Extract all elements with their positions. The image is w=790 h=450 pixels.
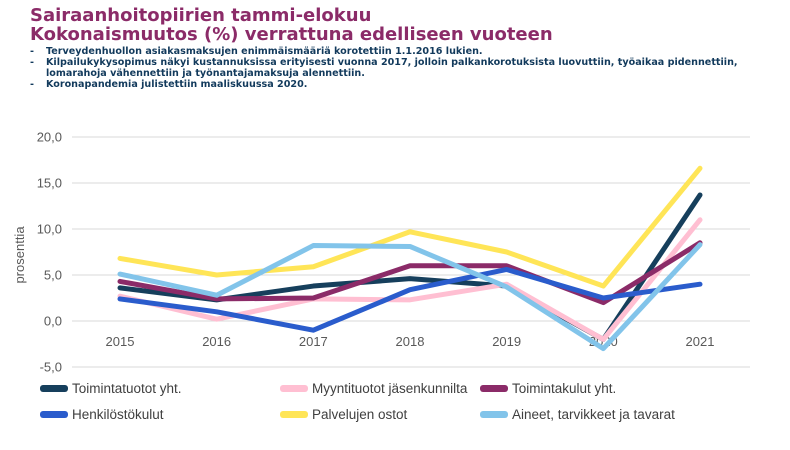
x-tick-label: 2021 [686, 334, 715, 349]
series-line-5 [117, 242, 703, 352]
legend-item: Palvelujen ostot [280, 404, 407, 424]
note-text: Terveydenhuollon asiakasmaksujen enimmäi… [46, 46, 483, 57]
x-tick-label: 2016 [202, 334, 231, 349]
legend-label: Palvelujen ostot [312, 406, 408, 422]
note-text: Koronapandemia julistettiin maaliskuussa… [46, 79, 308, 90]
y-tick-label: 15,0 [37, 176, 62, 191]
legend-item: Myyntituotot jäsenkunnilta [280, 378, 467, 398]
chart-gridlines [72, 136, 750, 368]
chart-note: - Terveydenhuollon asiakasmaksujen enimmä… [30, 46, 780, 57]
x-tick-label: 2019 [492, 334, 521, 349]
note-text: Kilpailukykysopimus näkyi kustannuksissa… [46, 57, 738, 79]
legend-item: Toimintatuotot yht. [40, 378, 182, 398]
note-bullet: - [30, 79, 34, 90]
y-tick-label: 0,0 [44, 314, 62, 329]
chart-note: - Koronapandemia julistettiin maaliskuuss… [30, 79, 780, 90]
chart-notes: - Terveydenhuollon asiakasmaksujen enimmä… [30, 46, 780, 90]
y-axis-ticks: -5,0 0,0 5,0 10,0 15,0 20,0 [37, 130, 62, 375]
legend-swatch [280, 384, 308, 392]
y-tick-label: 5,0 [44, 268, 62, 283]
x-tick-label: 2017 [299, 334, 328, 349]
legend-label: Henkilöstökulut [72, 406, 164, 422]
series-line-3 [117, 266, 703, 333]
chart-series [117, 165, 703, 352]
y-tick-label: -5,0 [40, 360, 62, 375]
legend-swatch [480, 384, 508, 392]
chart-note: - Kilpailukykysopimus näkyi kustannuksiss… [30, 57, 780, 79]
y-axis-label: prosenttia [12, 226, 27, 284]
legend-item: Aineet, tarvikkeet ja tavarat [480, 404, 675, 424]
legend-label: Toimintakulut yht. [512, 380, 617, 396]
x-tick-label: 2015 [106, 334, 135, 349]
legend-swatch [480, 410, 508, 418]
legend-swatch [40, 384, 68, 392]
x-axis-ticks: 2015 2016 2017 2018 2019 2020 2021 [106, 334, 715, 349]
series-line-2 [117, 240, 703, 306]
chart-legend: Toimintatuotot yht. Myyntituotot jäsenkun… [40, 378, 760, 438]
x-tick-label: 2018 [396, 334, 425, 349]
legend-label: Toimintatuotot yht. [72, 380, 182, 396]
series-line-1 [117, 217, 703, 342]
chart-title-line-1: Sairaanhoitopiirien tammi-elokuu [30, 5, 372, 26]
y-tick-label: 10,0 [37, 222, 62, 237]
chart-header: Sairaanhoitopiirien tammi-elokuu Kokonai… [30, 6, 780, 90]
legend-item: Henkilöstökulut [40, 404, 164, 424]
legend-label: Myyntituotot jäsenkunnilta [312, 380, 468, 396]
chart-title-line-2: Kokonaismuutos (%) verrattuna edelliseen… [30, 24, 553, 45]
legend-item: Toimintakulut yht. [480, 378, 616, 398]
note-bullet: - [30, 57, 34, 68]
series-line-4 [117, 165, 703, 289]
legend-swatch [280, 410, 308, 418]
y-tick-label: 20,0 [37, 130, 62, 145]
note-bullet: - [30, 46, 34, 57]
legend-label: Aineet, tarvikkeet ja tavarat [512, 406, 675, 422]
legend-swatch [40, 410, 68, 418]
